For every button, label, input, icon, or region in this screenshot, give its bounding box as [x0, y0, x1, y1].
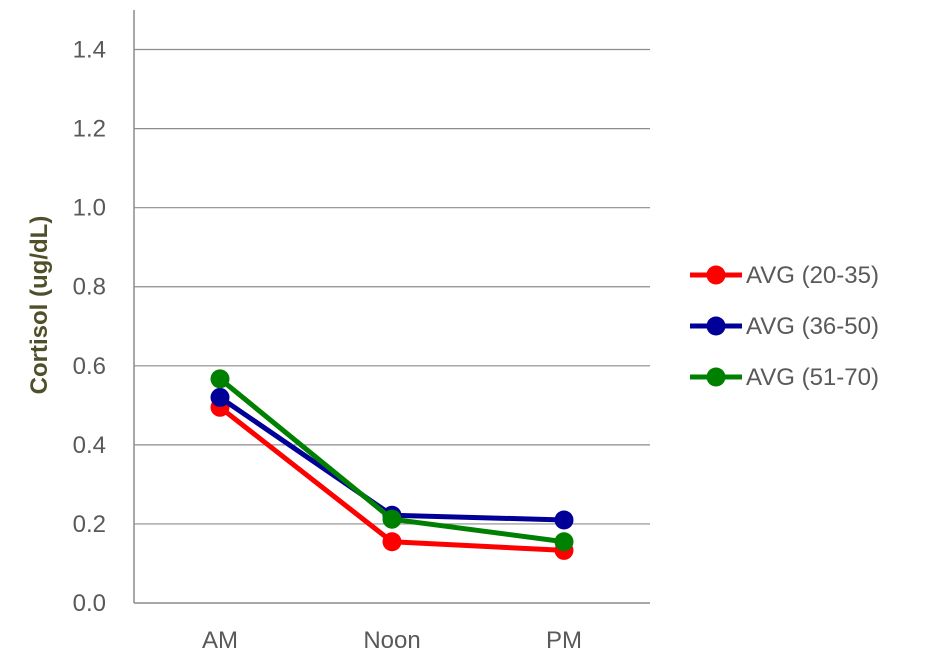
y-tick-label: 1.0	[73, 195, 106, 222]
x-tick-label: Noon	[363, 627, 420, 654]
data-point	[382, 509, 402, 529]
x-tick-label: AM	[202, 627, 238, 654]
data-point	[210, 369, 230, 389]
legend-item: AVG (20-35)	[690, 262, 879, 289]
legend-label: AVG (51-70)	[746, 364, 879, 391]
series-2	[210, 387, 574, 530]
legend-label: AVG (20-35)	[746, 262, 879, 289]
y-tick-label: 0.4	[73, 432, 106, 459]
gridlines	[134, 48, 650, 525]
series-group	[210, 369, 574, 560]
series-line	[217, 404, 567, 553]
legend: AVG (20-35) AVG (36-50) AVG (51-70)	[690, 262, 879, 391]
series-3	[210, 369, 574, 552]
y-tick-label: 1.4	[73, 37, 106, 64]
legend-item: AVG (36-50)	[690, 313, 879, 340]
x-tick-labels: AM Noon PM	[202, 627, 582, 654]
legend-label: AVG (36-50)	[746, 313, 879, 340]
data-point	[382, 532, 402, 552]
y-tick-labels: 0.0 0.2 0.4 0.6 0.8 1.0 1.2 1.4	[73, 37, 106, 617]
legend-swatch-marker	[706, 316, 726, 336]
legend-swatch-marker	[706, 367, 726, 387]
y-tick-label: 0.2	[73, 511, 106, 538]
x-tick-label: PM	[546, 627, 582, 654]
data-point	[554, 532, 574, 552]
y-axis-label: Cortisol (ug/dL)	[26, 216, 53, 395]
series-line	[217, 394, 567, 523]
y-tick-label: 0.6	[73, 353, 106, 380]
y-tick-label: 0.8	[73, 274, 106, 301]
legend-swatch-marker	[706, 265, 726, 285]
y-tick-label: 0.0	[73, 590, 106, 617]
legend-item: AVG (51-70)	[690, 364, 879, 391]
data-point	[554, 510, 574, 530]
data-point	[210, 387, 230, 407]
axes	[133, 10, 650, 604]
y-tick-label: 1.2	[73, 116, 106, 143]
